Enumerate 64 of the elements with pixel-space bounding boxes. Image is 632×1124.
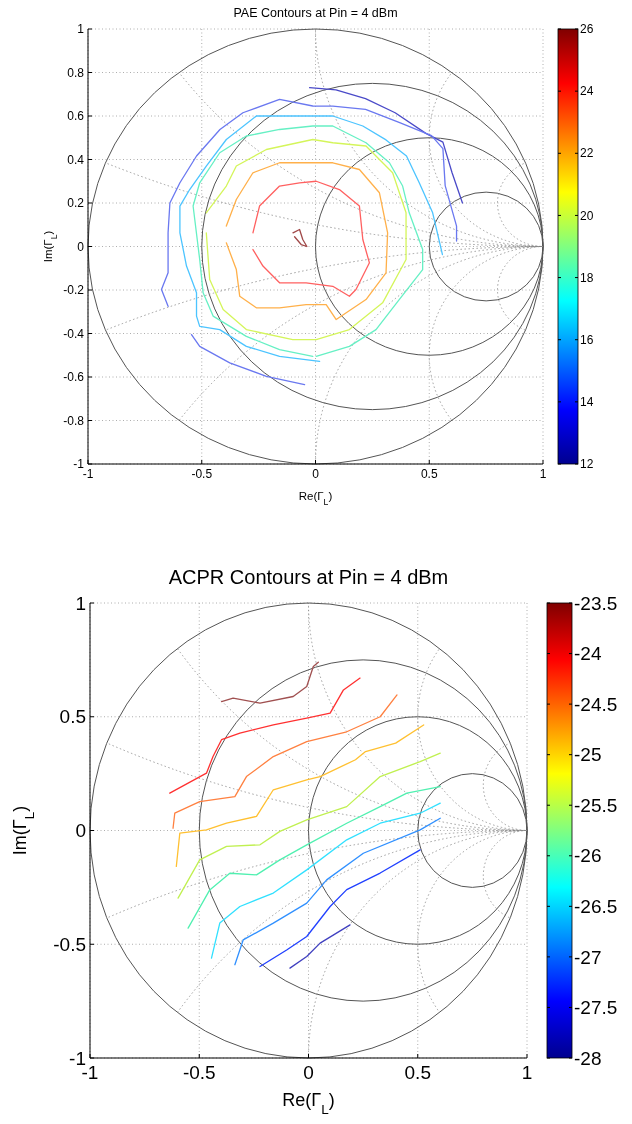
line-series	[205, 138, 407, 341]
color-bar-label: 14	[580, 395, 594, 410]
x-tick-label: 0.5	[420, 467, 438, 481]
line-series	[289, 924, 351, 969]
color-bar-label: -26.5	[574, 895, 618, 917]
y-tick-label: -0.5	[53, 933, 86, 955]
line-series	[160, 98, 458, 307]
color-bar-label: 22	[580, 146, 594, 161]
line-series	[172, 694, 398, 829]
x-tick-label: 0	[312, 467, 320, 481]
line-series	[308, 87, 464, 204]
line-series	[210, 802, 441, 959]
color-bar-label: 24	[580, 84, 594, 99]
line-series	[292, 228, 308, 248]
line-series	[187, 785, 441, 929]
x-axis-title: Re(Γ$_{L}$)	[282, 1090, 335, 1117]
color-bar-label: 16	[580, 332, 594, 347]
y-tick-label: -1	[69, 1047, 86, 1069]
y-tick-label: 0.4	[67, 152, 85, 167]
line-series	[225, 162, 389, 321]
color-bar-label: 12	[580, 457, 594, 472]
x-tick-label: 1	[521, 1062, 533, 1083]
y-tick-label: -0.4	[63, 326, 85, 341]
y-tick-label: 0.8	[67, 65, 85, 80]
y-tick-label: -0.2	[63, 283, 85, 298]
x-axis-title: Re(Γ$_{L}$)	[298, 490, 333, 507]
color-bar-label: -25	[574, 744, 602, 766]
line-series	[175, 724, 425, 868]
y-tick-label: 0	[77, 239, 85, 254]
y-tick-label: -0.8	[63, 413, 85, 428]
x-tick-label: 0	[303, 1062, 314, 1083]
color-bar-label: 18	[580, 270, 594, 285]
color-bar-label: -28	[574, 1047, 602, 1069]
color-bar-label: -24.5	[574, 693, 618, 715]
color-bar-label: 26	[580, 22, 594, 37]
line-series	[252, 180, 371, 297]
line-series	[169, 677, 361, 794]
x-tick-label: 0.5	[404, 1062, 431, 1083]
line-series	[179, 115, 444, 362]
color-bar-label: -25.5	[574, 794, 618, 816]
color-bar-label: -23.5	[574, 592, 618, 614]
y-tick-label: 1	[75, 592, 86, 614]
y-tick-label: 0.2	[67, 196, 85, 211]
y-tick-label: 1	[77, 22, 85, 37]
color-bar-label: -27	[574, 946, 602, 968]
line-series	[259, 849, 421, 968]
line-series	[220, 661, 319, 704]
x-tick-label: 1	[539, 467, 547, 481]
x-tick-label: -0.5	[191, 467, 213, 481]
chart-title: ACPR Contours at Pin = 4 dBm	[168, 566, 449, 588]
chart-title: PAE Contours at Pin = 4 dBm	[233, 6, 398, 20]
y-tick-label: -0.6	[63, 370, 85, 385]
x-tick-label: -0.5	[182, 1062, 216, 1083]
color-bar-label: 20	[580, 208, 594, 223]
line-series	[190, 333, 306, 386]
color-bar-label: -27.5	[574, 997, 618, 1019]
line-series	[234, 817, 441, 966]
line-series	[192, 125, 424, 357]
color-bar-label: -24	[574, 643, 602, 665]
line-series	[177, 752, 441, 899]
color-bar-label: -26	[574, 845, 602, 867]
y-tick-label: 0.5	[59, 706, 86, 728]
y-tick-label: 0.6	[67, 109, 85, 124]
y-tick-label: 0	[75, 820, 86, 842]
